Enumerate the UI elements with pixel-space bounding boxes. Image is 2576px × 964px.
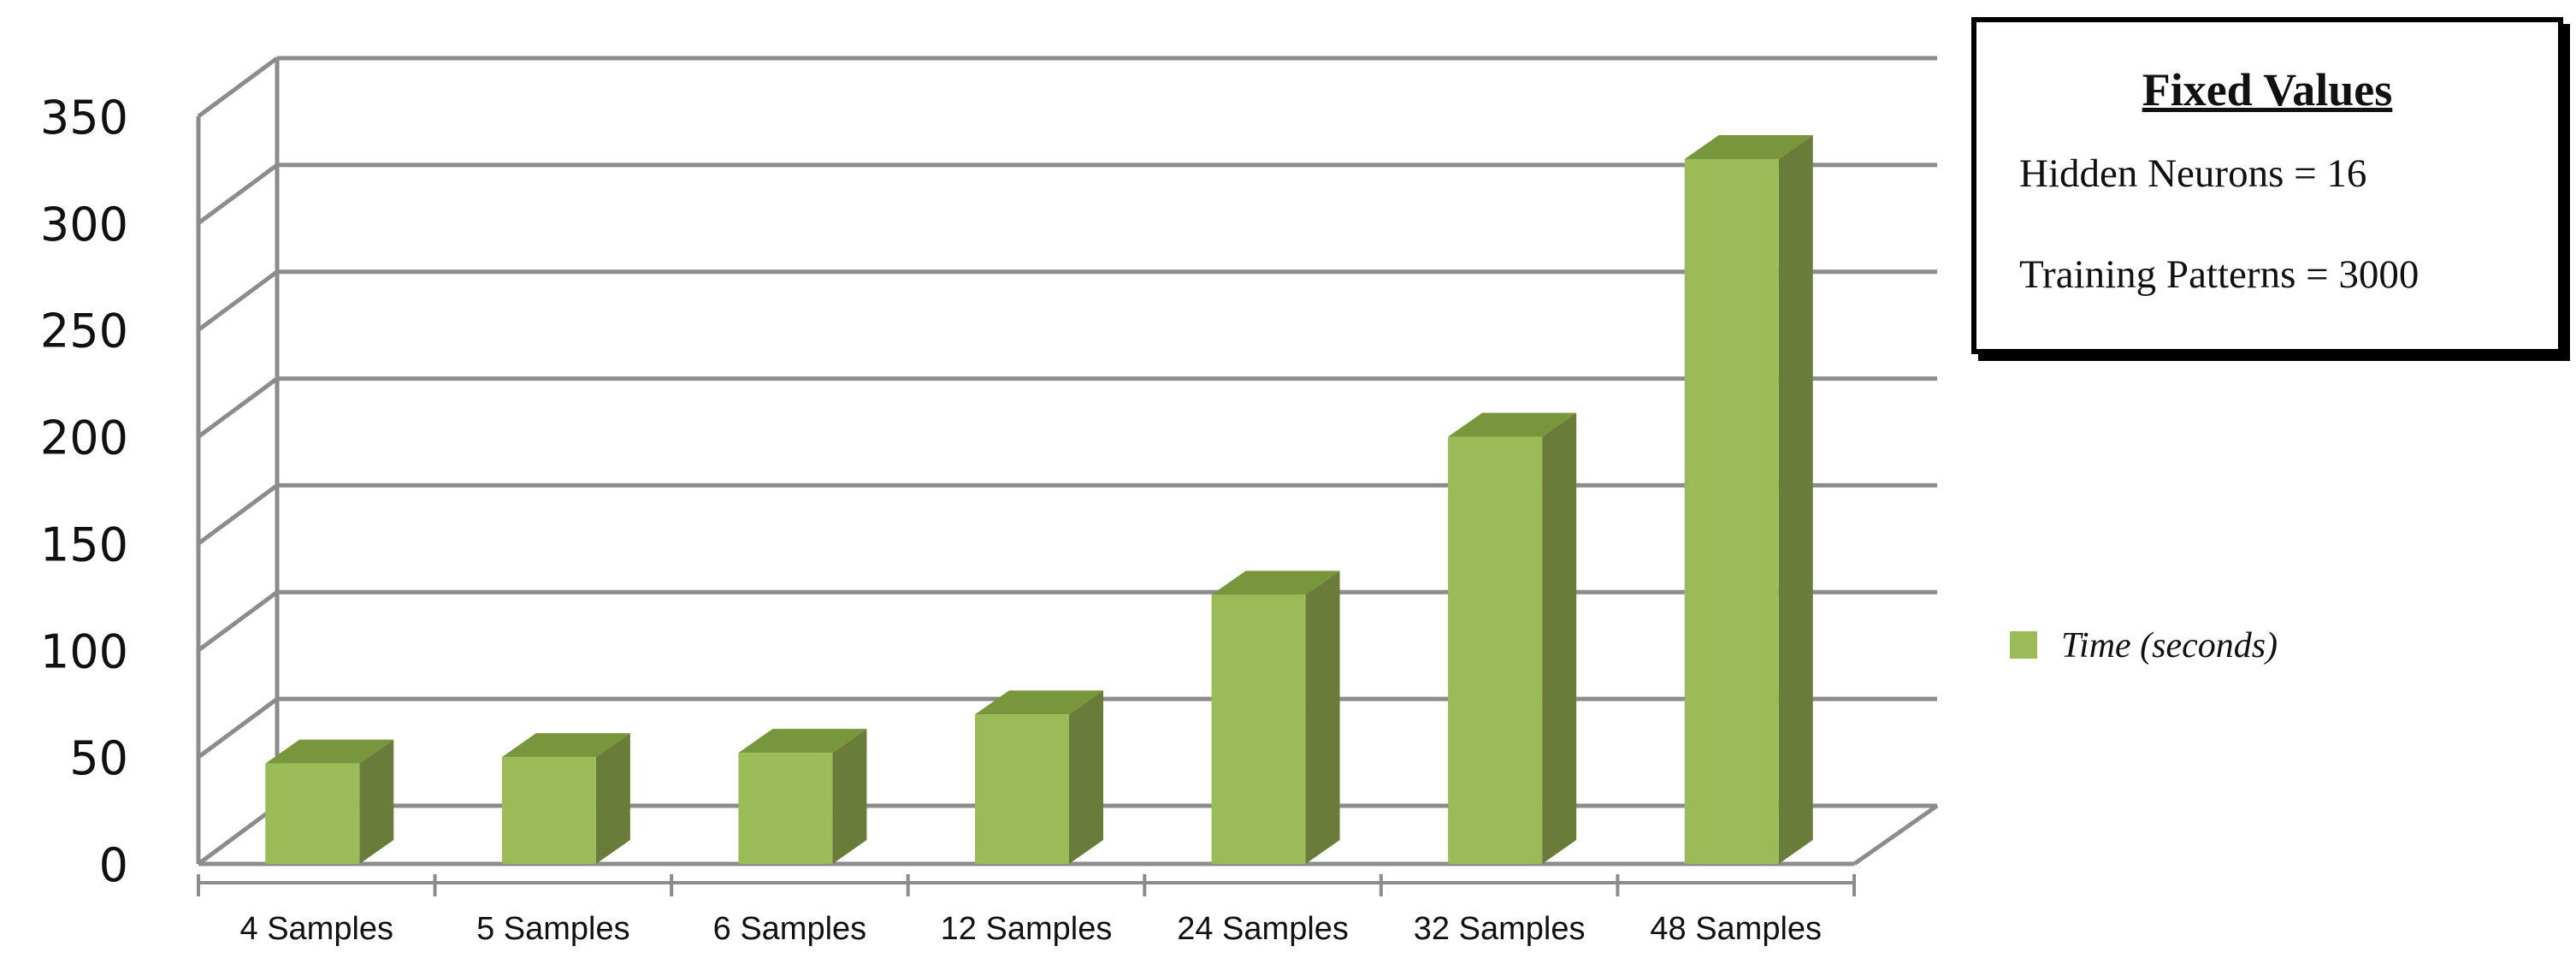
x-tick-label: 24 Samples — [1177, 911, 1349, 947]
y-tick-label: 150 — [40, 517, 128, 571]
fixed-values-title: Fixed Values — [2142, 64, 2393, 115]
y-tick-label: 200 — [40, 411, 128, 465]
legend-label: Time (seconds) — [2061, 626, 2278, 665]
bar-side — [595, 733, 630, 864]
x-tick-label: 32 Samples — [1414, 911, 1586, 947]
bar-top — [1684, 134, 1813, 159]
bar-side — [359, 739, 394, 864]
fixed-values-box: Fixed Values Hidden Neurons = 16 Trainin… — [1971, 17, 2563, 354]
gridline-depth — [197, 269, 279, 332]
gridlines — [197, 56, 1937, 866]
bar — [1448, 436, 1543, 864]
axis-labels: 0 50 100 150 200 250 300 350 4 Samples 5 Samples 6… — [40, 91, 1822, 947]
gridline-depth — [197, 56, 279, 119]
bars — [265, 134, 1813, 865]
bar — [1211, 594, 1306, 864]
gridline-depth — [197, 590, 279, 653]
y-tick-label: 0 — [99, 838, 128, 892]
bar-top — [265, 739, 394, 764]
gridline-depth — [197, 697, 279, 760]
y-tick-label: 300 — [40, 198, 128, 251]
training-patterns-text: Training Patterns = 3000 — [2019, 252, 2419, 297]
x-tick-label: 12 Samples — [941, 911, 1113, 947]
x-tick-label: 4 Samples — [240, 911, 394, 947]
bar-side — [1778, 134, 1813, 864]
floor-side-edge — [1852, 803, 1939, 866]
bar-side — [832, 729, 867, 864]
bar-top — [738, 729, 867, 754]
x-tick-label: 48 Samples — [1650, 911, 1822, 947]
bar-top — [501, 733, 630, 758]
y-tick-label: 100 — [40, 624, 128, 678]
bar — [738, 753, 833, 864]
x-tick-label: 5 Samples — [476, 911, 630, 947]
y-tick-label: 250 — [40, 305, 128, 358]
gridline-depth — [197, 376, 279, 439]
x-tick-label: 6 Samples — [713, 911, 867, 947]
bar-top — [975, 690, 1103, 715]
gridline-depth — [197, 803, 279, 866]
bar-side — [1305, 571, 1340, 864]
legend-swatch — [2010, 631, 2037, 659]
y-tick-label: 50 — [69, 731, 128, 785]
bar — [1684, 158, 1779, 864]
bar-top — [1448, 412, 1577, 437]
gridline-depth — [197, 163, 279, 225]
bar-side — [1542, 412, 1577, 865]
bar-top — [1211, 571, 1340, 595]
gridline-depth — [197, 483, 279, 546]
hidden-neurons-text: Hidden Neurons = 16 — [2019, 151, 2367, 196]
bar — [265, 763, 360, 864]
legend: Time (seconds) — [2010, 626, 2278, 665]
bar — [501, 757, 596, 864]
bar — [975, 714, 1069, 864]
y-tick-label: 350 — [40, 91, 128, 145]
bar-side — [1069, 690, 1103, 864]
